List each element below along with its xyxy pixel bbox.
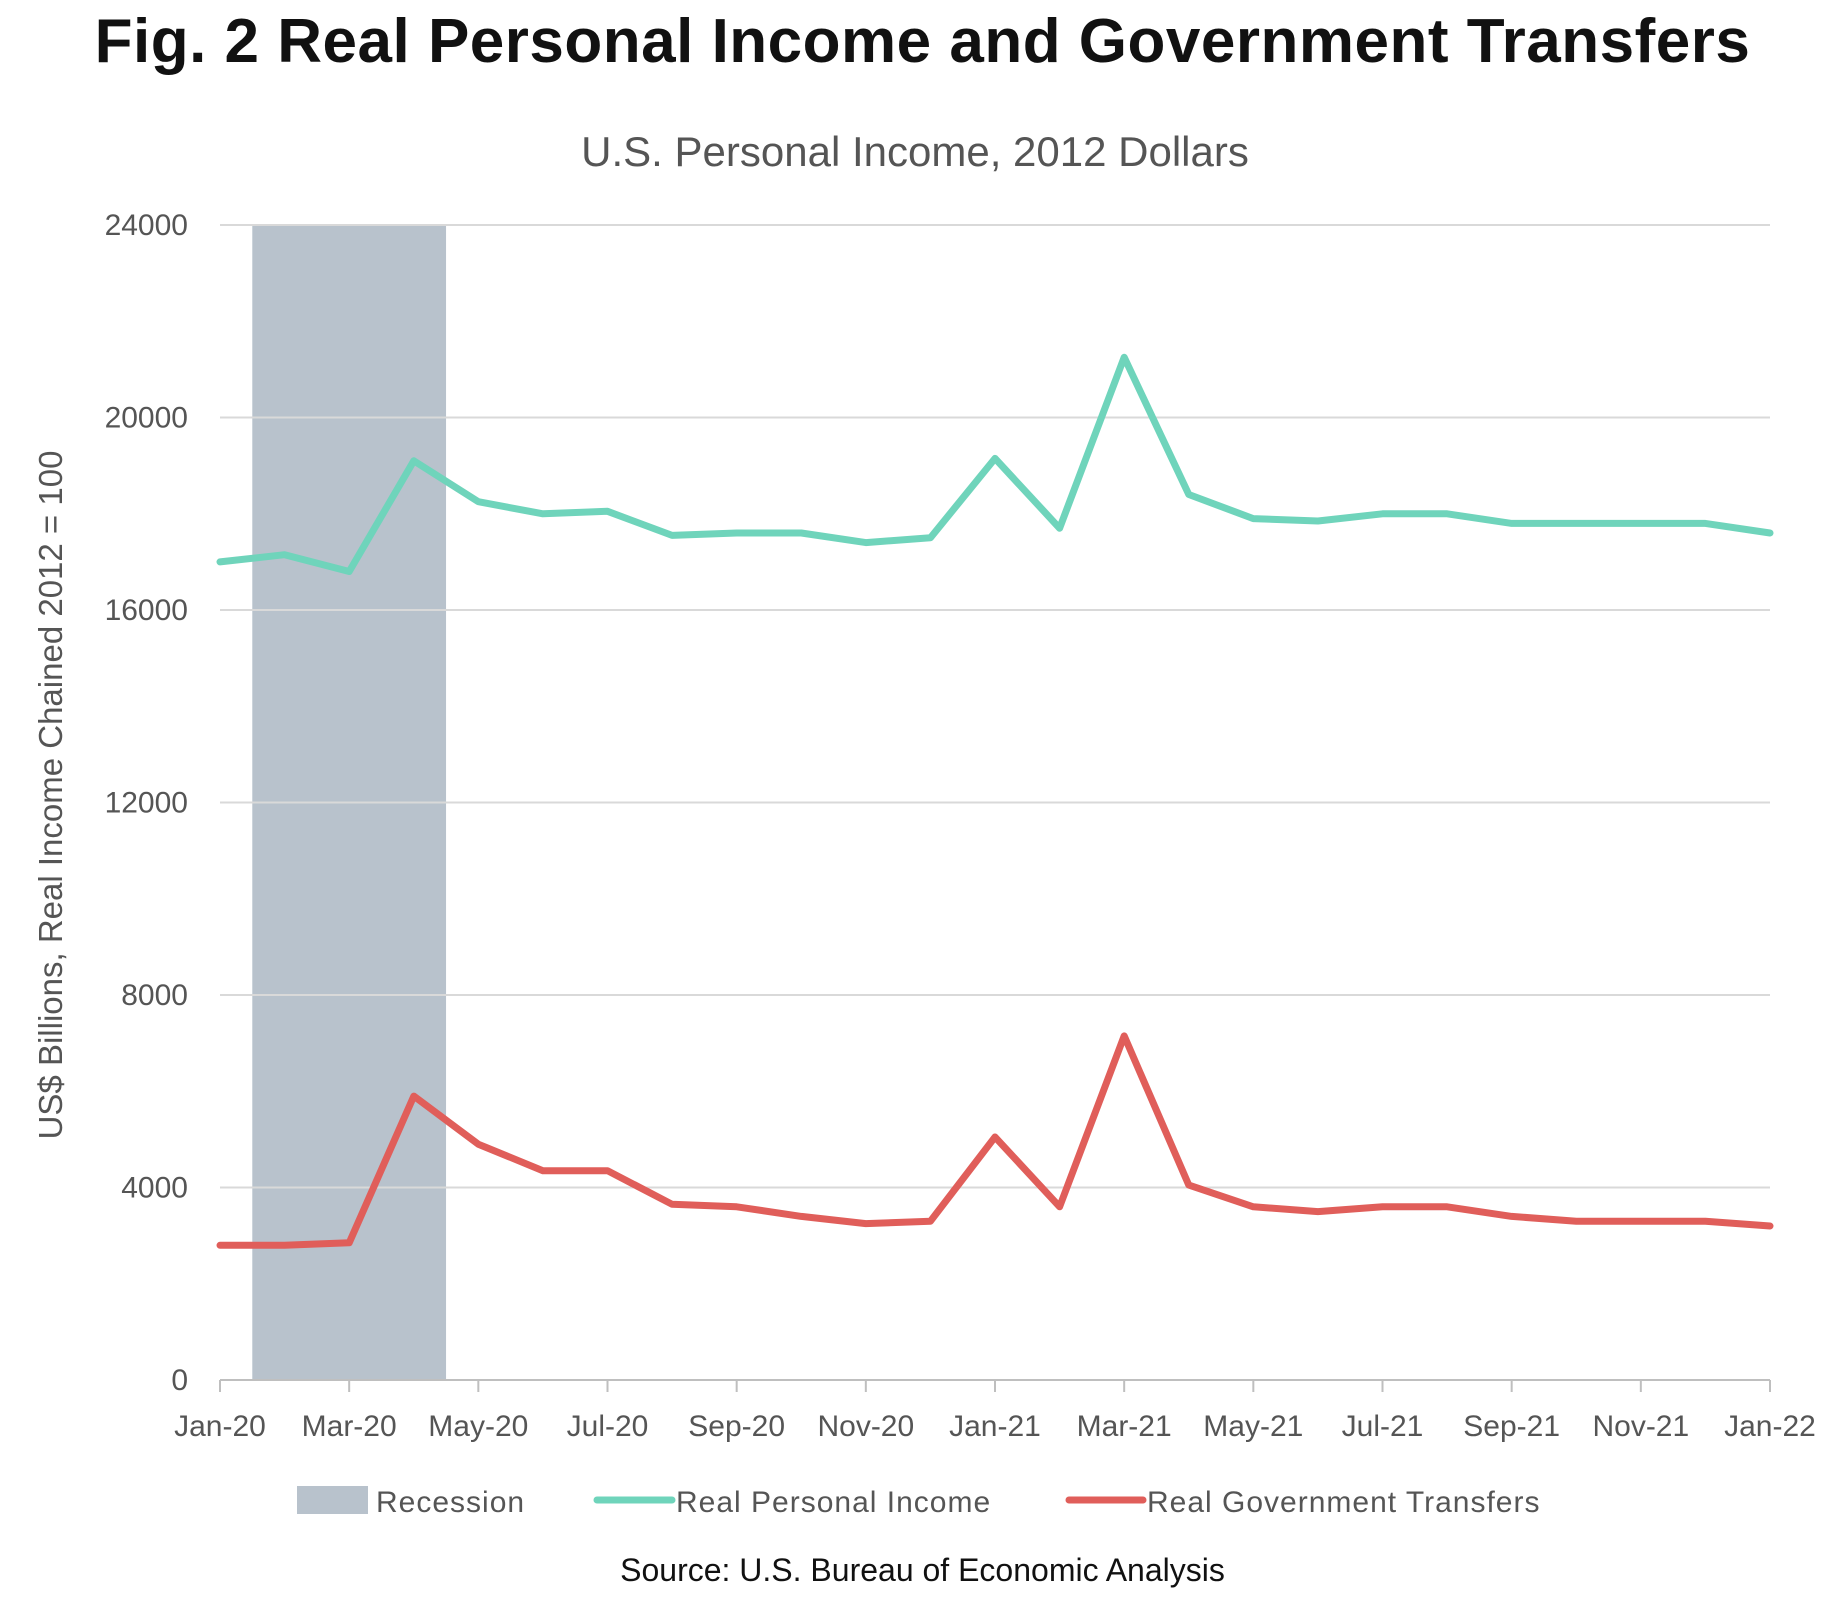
y-tick-labels: 0 4000 8000 12000 16000 20000 24000 [105, 209, 188, 1397]
figure-title: Fig. 2 Real Personal Income and Governme… [94, 7, 1751, 76]
x-tick-label-Mar-20: Mar-20 [302, 1410, 397, 1443]
x-tick-label-Jan-20: Jan-20 [174, 1410, 266, 1443]
series-line-real-personal-income [216, 353, 1774, 575]
x-tick-label-Jul-21: Jul-21 [1342, 1410, 1424, 1443]
y-tick-label-8000: 8000 [121, 979, 188, 1012]
legend-label-transfers: Real Government Transfers [1147, 1486, 1540, 1519]
x-tick-label-Sep-21: Sep-21 [1463, 1410, 1560, 1443]
axis-layer [219, 1379, 1771, 1392]
source-note: Source: U.S. Bureau of Economic Analysis [620, 1552, 1225, 1588]
x-tick-label-Nov-21: Nov-21 [1592, 1410, 1689, 1443]
x-tick-labels: Jan-20 Mar-20 May-20 Jul-20 Sep-20 Nov-20 Jan-… [174, 1410, 1816, 1443]
x-tick-label-May-20: May-20 [428, 1410, 528, 1443]
legend: Recession Real Personal Income Real Gove… [297, 1486, 1540, 1519]
x-tick-label-Jan-22: Jan-22 [1724, 1410, 1816, 1443]
x-tick-label-Jan-21: Jan-21 [949, 1410, 1041, 1443]
x-tick-label-Mar-21: Mar-21 [1077, 1410, 1172, 1443]
x-tick-label-Nov-20: Nov-20 [817, 1410, 914, 1443]
legend-label-income: Real Personal Income [676, 1486, 991, 1519]
y-tick-label-0: 0 [171, 1364, 188, 1397]
series-line-real-government-transfers [216, 1032, 1774, 1249]
y-axis-label: US$ Billions, Real Income Chained 2012 =… [32, 451, 69, 1140]
legend-label-recession: Recession [376, 1486, 525, 1519]
y-tick-label-4000: 4000 [121, 1172, 188, 1205]
x-tick-label-Sep-20: Sep-20 [688, 1410, 785, 1443]
chart-subtitle: U.S. Personal Income, 2012 Dollars [581, 128, 1249, 175]
y-tick-label-12000: 12000 [105, 787, 188, 820]
grid-layer [220, 224, 1770, 1189]
x-tick-label-Jul-20: Jul-20 [567, 1410, 649, 1443]
y-tick-label-16000: 16000 [105, 594, 188, 627]
x-tick-label-May-21: May-21 [1203, 1410, 1303, 1443]
series-layer [216, 353, 1774, 1249]
y-tick-label-20000: 20000 [105, 402, 188, 435]
y-tick-label-24000: 24000 [105, 209, 188, 242]
legend-swatch-recession [297, 1486, 368, 1514]
